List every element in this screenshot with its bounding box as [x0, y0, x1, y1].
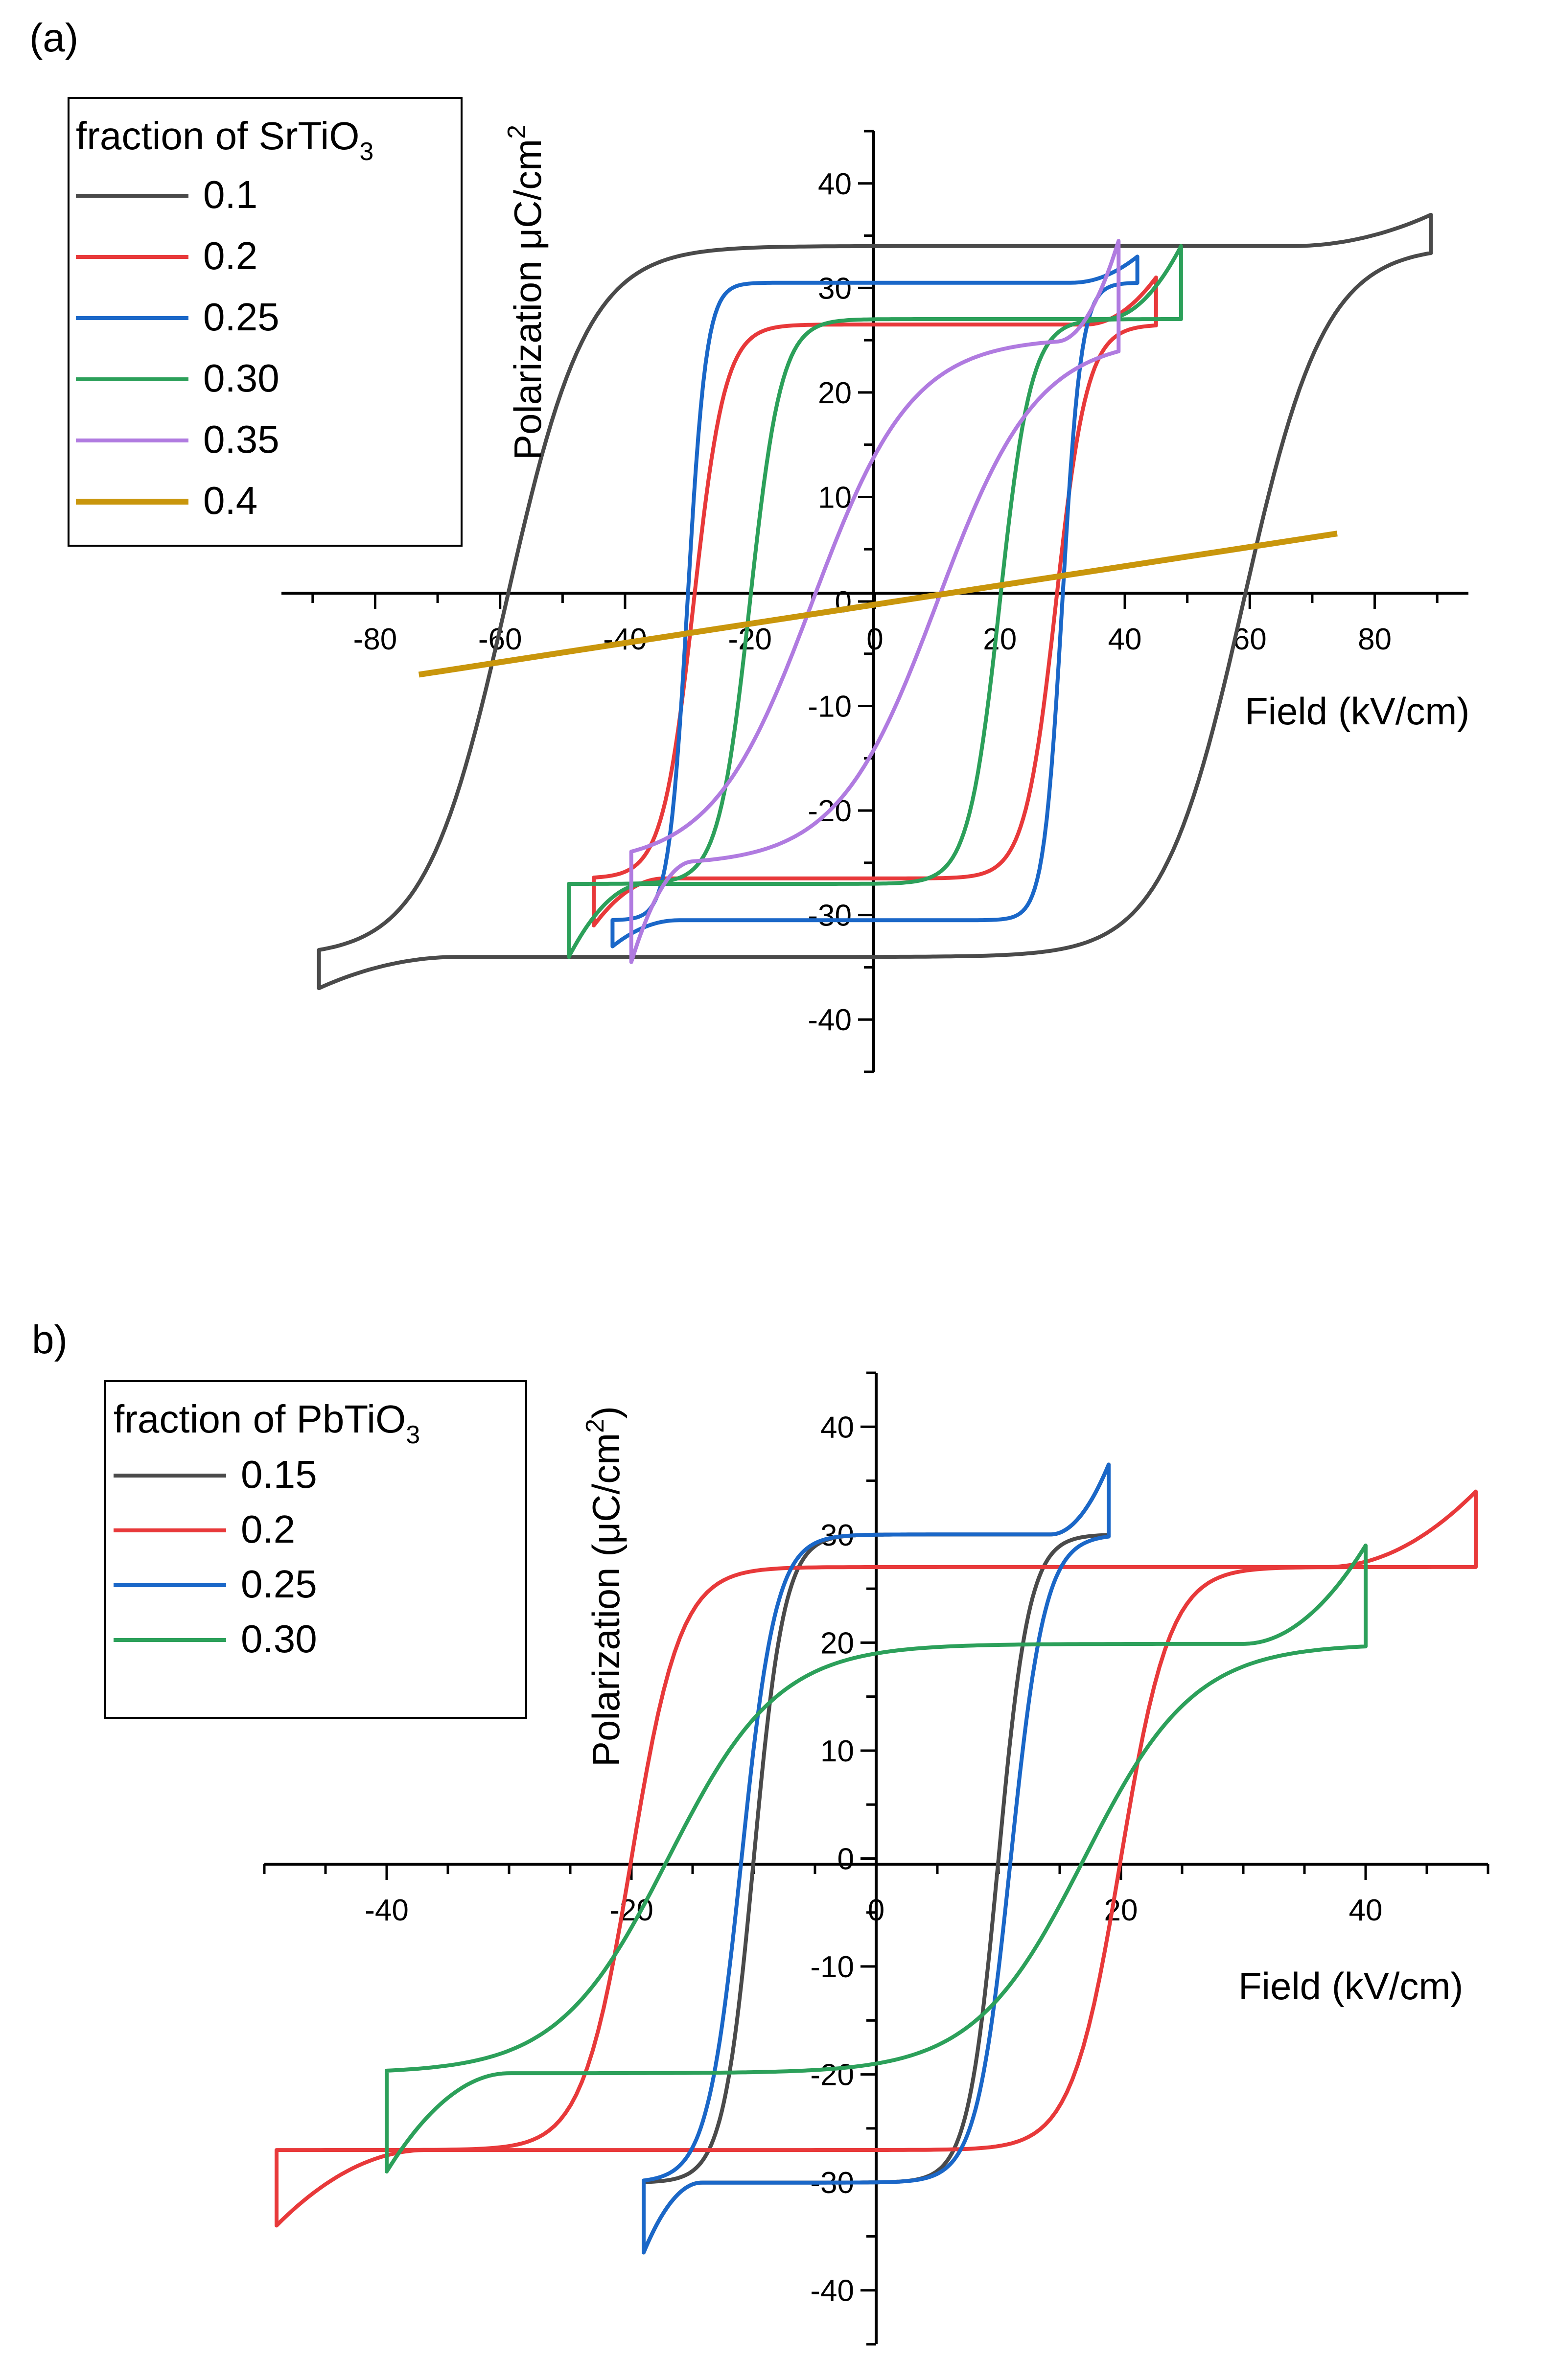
- series-b: [275, 1462, 1478, 2255]
- legend-label-0.30: 0.30: [241, 1617, 317, 1661]
- legend-label-0.15: 0.15: [241, 1453, 317, 1496]
- y-tick-label: -10: [808, 690, 852, 724]
- legend-label-0.25: 0.25: [241, 1562, 317, 1606]
- legend-label-0.2: 0.2: [241, 1507, 295, 1551]
- legend-title-b: fraction of PbTiO3: [114, 1397, 420, 1449]
- y-tick-label: 30: [818, 272, 852, 305]
- series-a: [317, 212, 1433, 991]
- x-tick-label: 40: [1349, 1894, 1383, 1927]
- x-tick-label: -80: [353, 623, 397, 656]
- y-tick-label: -20: [810, 2058, 854, 2092]
- panel-label-b: b): [32, 1317, 68, 1362]
- y-axis-title-a-main: Polarization μC/cm: [506, 139, 549, 460]
- y-tick-label: 0: [835, 585, 852, 619]
- y-tick-label: -30: [808, 899, 852, 933]
- y-tick-label: 20: [818, 376, 852, 410]
- legend-label-0.4: 0.4: [203, 479, 257, 522]
- legend-items-a: 0.1 0.2 0.25 0.30 0.35 0.4: [76, 173, 279, 522]
- x-tick-label: -40: [365, 1894, 409, 1927]
- y-axis-title-b-sup: 2: [581, 1419, 609, 1433]
- legend-b: fraction of PbTiO3 0.15 0.2 0.25 0.30: [104, 1380, 527, 1719]
- series-line-0.4: [418, 531, 1338, 678]
- y-axis-title-a: Polarization μC/cm2: [503, 125, 549, 460]
- legend-title-a: fraction of SrTiO3: [76, 114, 373, 166]
- x-tick-label: 40: [1108, 623, 1142, 656]
- legend-title-a-sub: 3: [359, 138, 373, 166]
- x-axis-title-a: Field (kV/cm): [1245, 690, 1469, 733]
- x-tick-label: 0: [868, 1894, 884, 1927]
- y-axis-title-a-sup: 2: [503, 125, 531, 139]
- series-line-0.2: [592, 276, 1158, 927]
- y-axis-title-b-main: Polarization (μC/cm: [584, 1433, 628, 1767]
- chart-panel-a: (a) -80 -60 -40 -20 0 20 40 60 80-40-30-20-10010…: [29, 16, 1469, 1073]
- legend-a: fraction of SrTiO3 0.1 0.2 0.25 0.30 0.35 0.4: [68, 97, 463, 547]
- y-axis-title-b: Polarization (μC/cm2): [581, 1406, 628, 1767]
- y-tick-label: 40: [820, 1410, 854, 1444]
- y-tick-label: -40: [810, 2274, 854, 2308]
- series-line-0.2: [275, 1489, 1478, 2228]
- legend-title-b-main: fraction of PbTiO: [114, 1397, 406, 1441]
- legend-title-b-sub: 3: [406, 1421, 420, 1449]
- series-line-0.1: [317, 212, 1433, 991]
- series-line-0.25: [642, 1462, 1111, 2255]
- legend-box-b: [104, 1380, 527, 1719]
- series-line-0.30: [385, 1543, 1368, 2174]
- x-tick-label: 20: [983, 623, 1017, 656]
- legend-label-0.35: 0.35: [203, 417, 279, 461]
- x-tick-label: 0: [866, 623, 883, 656]
- y-tick-label: 0: [837, 1843, 854, 1876]
- legend-label-0.30: 0.30: [203, 356, 279, 400]
- panel-label-a: (a): [29, 16, 78, 60]
- legend-label-0.25: 0.25: [203, 295, 279, 339]
- series-line-0.25: [610, 254, 1139, 948]
- y-tick-label: -40: [808, 1003, 852, 1037]
- y-tick-label: 40: [818, 167, 852, 201]
- legend-label-0.1: 0.1: [203, 173, 257, 216]
- series-line-0.35: [629, 239, 1121, 964]
- legend-box-a: [68, 97, 463, 547]
- y-tick-label: -10: [810, 1950, 854, 1984]
- y-tick-label: 10: [818, 481, 852, 514]
- legend-label-0.2: 0.2: [203, 234, 257, 277]
- y-tick-label: 10: [820, 1734, 854, 1768]
- y-tick-label: 20: [820, 1626, 854, 1660]
- legend-title-a-main: fraction of SrTiO: [76, 114, 359, 158]
- legend-items-b: 0.15 0.2 0.25 0.30: [114, 1453, 317, 1661]
- series-line-0.30: [567, 244, 1183, 959]
- x-tick-label: 80: [1358, 623, 1392, 656]
- y-axis-title-b-end: ): [584, 1406, 628, 1419]
- x-axis-title-b: Field (kV/cm): [1238, 1964, 1463, 2008]
